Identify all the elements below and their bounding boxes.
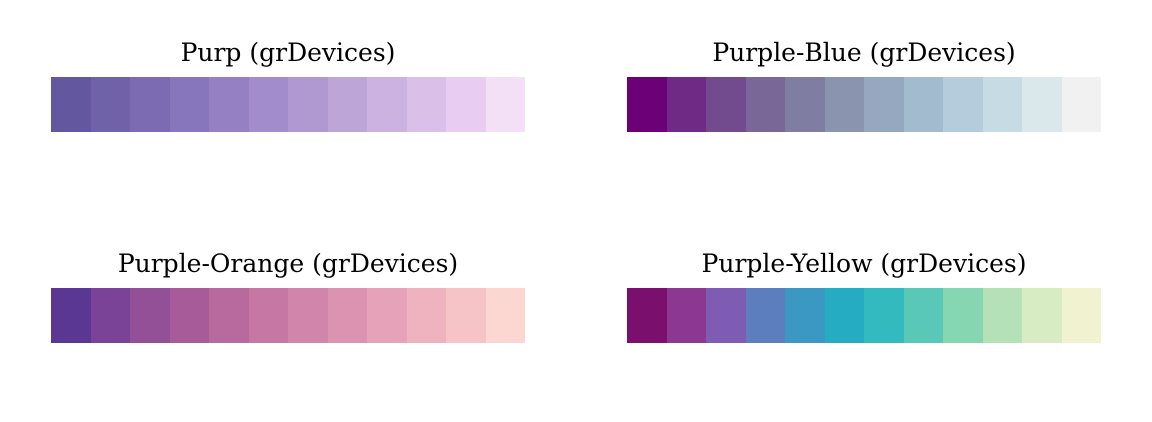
color-swatch xyxy=(1022,288,1062,343)
color-swatch xyxy=(169,288,209,343)
color-swatch xyxy=(943,288,983,343)
color-swatch xyxy=(785,288,825,343)
color-swatch xyxy=(327,288,367,343)
color-swatch xyxy=(248,288,288,343)
color-swatch xyxy=(864,77,904,132)
color-swatch xyxy=(248,77,288,132)
color-swatch xyxy=(130,288,170,343)
color-swatch xyxy=(51,288,91,343)
palette-title: Purple-Blue (grDevices) xyxy=(712,38,1016,67)
color-swatch xyxy=(745,288,785,343)
color-swatch xyxy=(1061,288,1101,343)
color-swatch xyxy=(666,288,706,343)
color-swatch xyxy=(864,288,904,343)
color-swatch xyxy=(327,77,367,132)
color-swatch xyxy=(367,288,407,343)
color-swatch xyxy=(903,288,943,343)
color-swatch xyxy=(130,77,170,132)
color-swatch xyxy=(627,288,667,343)
color-swatch xyxy=(485,288,525,343)
color-swatch xyxy=(706,77,746,132)
color-swatch xyxy=(485,77,525,132)
palette-title: Purple-Yellow (grDevices) xyxy=(701,249,1027,278)
color-swatch xyxy=(943,77,983,132)
color-swatch xyxy=(745,77,785,132)
color-swatch xyxy=(367,77,407,132)
color-swatch xyxy=(288,288,328,343)
color-ramp xyxy=(51,77,525,132)
color-swatch xyxy=(982,77,1022,132)
color-swatch xyxy=(209,288,249,343)
color-ramp xyxy=(51,288,525,343)
color-swatch xyxy=(1022,77,1062,132)
color-swatch xyxy=(824,77,864,132)
color-swatch xyxy=(406,77,446,132)
color-swatch xyxy=(1061,77,1101,132)
color-swatch xyxy=(90,77,130,132)
color-swatch xyxy=(785,77,825,132)
color-swatch xyxy=(51,77,91,132)
color-swatch xyxy=(982,288,1022,343)
color-swatch xyxy=(903,77,943,132)
color-swatch xyxy=(627,77,667,132)
color-swatch xyxy=(824,288,864,343)
color-ramp xyxy=(627,288,1101,343)
color-swatch xyxy=(446,288,486,343)
color-swatch xyxy=(666,77,706,132)
color-swatch xyxy=(209,77,249,132)
color-swatch xyxy=(706,288,746,343)
color-swatch xyxy=(406,288,446,343)
palette-title: Purple-Orange (grDevices) xyxy=(117,249,459,278)
color-swatch xyxy=(446,77,486,132)
color-swatch xyxy=(288,77,328,132)
color-ramp xyxy=(627,77,1101,132)
color-swatch xyxy=(169,77,209,132)
color-swatch xyxy=(90,288,130,343)
palette-title: Purp (grDevices) xyxy=(180,38,396,67)
